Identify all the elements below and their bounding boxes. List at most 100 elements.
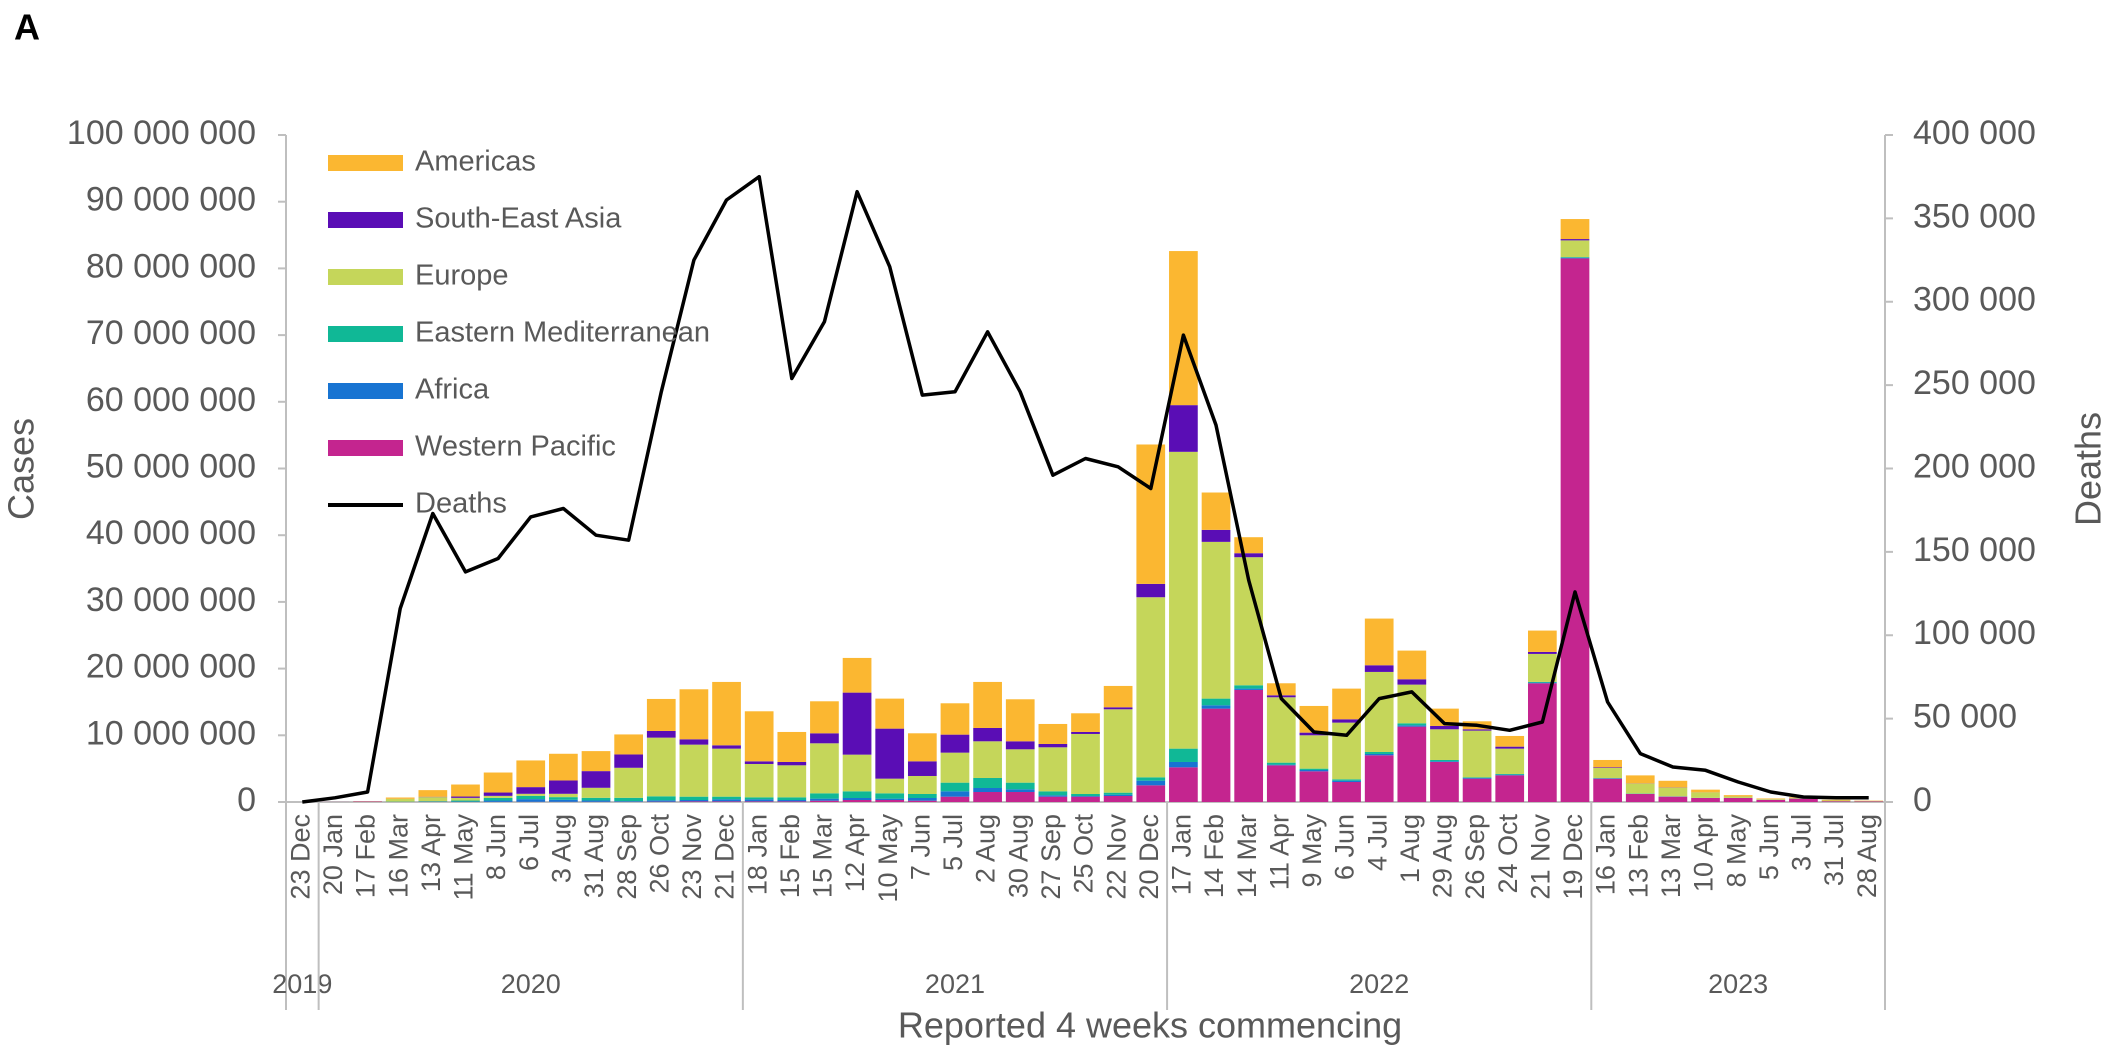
bar <box>1593 767 1622 768</box>
x-tick-label: 1 Aug <box>1395 814 1425 883</box>
year-label: 2019 <box>272 969 332 999</box>
legend-label: Africa <box>415 374 490 406</box>
bar <box>1527 630 1557 652</box>
x-tick-label: 13 Apr <box>416 814 446 892</box>
bar <box>810 798 839 801</box>
bar <box>777 801 807 802</box>
bar <box>1462 729 1492 731</box>
bar <box>1201 541 1231 699</box>
bar <box>451 800 480 802</box>
y-tick-label: 90 000 000 <box>86 181 256 219</box>
bar <box>483 797 513 801</box>
bar <box>1103 707 1133 710</box>
bar <box>1658 780 1688 788</box>
bar <box>1332 780 1361 782</box>
bar <box>973 777 1002 788</box>
bar <box>516 799 546 802</box>
legend-label: Deaths <box>415 488 507 520</box>
bar <box>907 761 937 776</box>
x-tick-label: 13 Feb <box>1623 814 1653 898</box>
bar <box>516 787 546 794</box>
bar <box>1299 705 1329 733</box>
bar <box>1789 798 1818 802</box>
bar <box>1266 762 1296 765</box>
x-tick-label: 7 Jun <box>905 814 935 880</box>
bar <box>1625 775 1655 784</box>
y2-axis-title: Deaths <box>2068 412 2109 526</box>
bar <box>1430 725 1459 730</box>
year-label: 2020 <box>501 969 561 999</box>
bar <box>646 730 676 738</box>
bar <box>1756 798 1786 800</box>
bar <box>744 801 774 802</box>
bar <box>1430 761 1459 762</box>
year-label: 2023 <box>1708 969 1768 999</box>
x-tick-label: 17 Jan <box>1167 814 1197 895</box>
bar <box>418 797 448 802</box>
x-tick-label: 10 May <box>873 814 903 903</box>
bar <box>516 795 546 800</box>
bar <box>1625 793 1655 802</box>
bar <box>1103 685 1133 708</box>
bar <box>1495 735 1525 747</box>
x-tick-label: 16 Jan <box>1591 814 1621 895</box>
year-label: 2021 <box>925 969 985 999</box>
bar <box>1169 451 1198 749</box>
x-tick-label: 31 Jul <box>1819 814 1849 886</box>
bar <box>1266 764 1296 766</box>
bar <box>810 701 839 734</box>
bar <box>1005 791 1035 802</box>
bar <box>1005 741 1035 750</box>
bar <box>1658 787 1688 797</box>
bar <box>549 797 578 800</box>
y2-tick-label: 250 000 <box>1913 364 2036 402</box>
bar <box>1201 698 1231 706</box>
bar <box>385 797 415 799</box>
x-tick-label: 16 Mar <box>383 814 413 898</box>
bar <box>1299 768 1329 770</box>
bar <box>451 797 480 801</box>
bar <box>1103 792 1133 795</box>
bar <box>1201 708 1231 802</box>
bar <box>1723 797 1753 802</box>
bar <box>1364 753 1394 756</box>
bar <box>581 797 611 801</box>
bar <box>646 796 676 801</box>
x-tick-label: 8 Jun <box>481 814 511 880</box>
bar <box>451 784 480 797</box>
bar <box>1430 708 1459 726</box>
bar <box>679 739 709 745</box>
y2-tick-label: 50 000 <box>1913 698 2017 736</box>
y-tick-label: 40 000 000 <box>86 514 256 552</box>
bar <box>1234 553 1264 558</box>
bar <box>777 797 807 800</box>
x-tick-label: 22 Nov <box>1101 814 1131 900</box>
bar <box>614 797 644 802</box>
bar <box>1593 778 1622 802</box>
bar <box>1691 789 1720 793</box>
bar <box>1723 795 1753 797</box>
y2-tick-label: 150 000 <box>1913 531 2036 569</box>
bar <box>810 800 839 802</box>
x-tick-label: 8 May <box>1721 814 1751 888</box>
x-tick-label: 25 Oct <box>1069 814 1099 894</box>
bar <box>1103 709 1133 793</box>
bar <box>1527 682 1557 684</box>
x-tick-label: 15 Mar <box>808 814 838 898</box>
x-tick-label: 12 Apr <box>840 814 870 892</box>
bar <box>516 760 546 788</box>
bar <box>1005 789 1035 792</box>
bar <box>907 800 937 802</box>
bar <box>1299 771 1329 802</box>
bar <box>973 741 1002 778</box>
bar <box>1201 705 1231 709</box>
bar <box>1005 699 1035 742</box>
bar <box>744 711 774 762</box>
bar <box>1397 650 1427 680</box>
bar <box>646 800 676 802</box>
bar <box>1136 597 1166 778</box>
x-tick-label: 19 Dec <box>1558 814 1588 900</box>
bar <box>842 791 872 798</box>
bar <box>418 801 448 802</box>
bar <box>1071 793 1100 796</box>
